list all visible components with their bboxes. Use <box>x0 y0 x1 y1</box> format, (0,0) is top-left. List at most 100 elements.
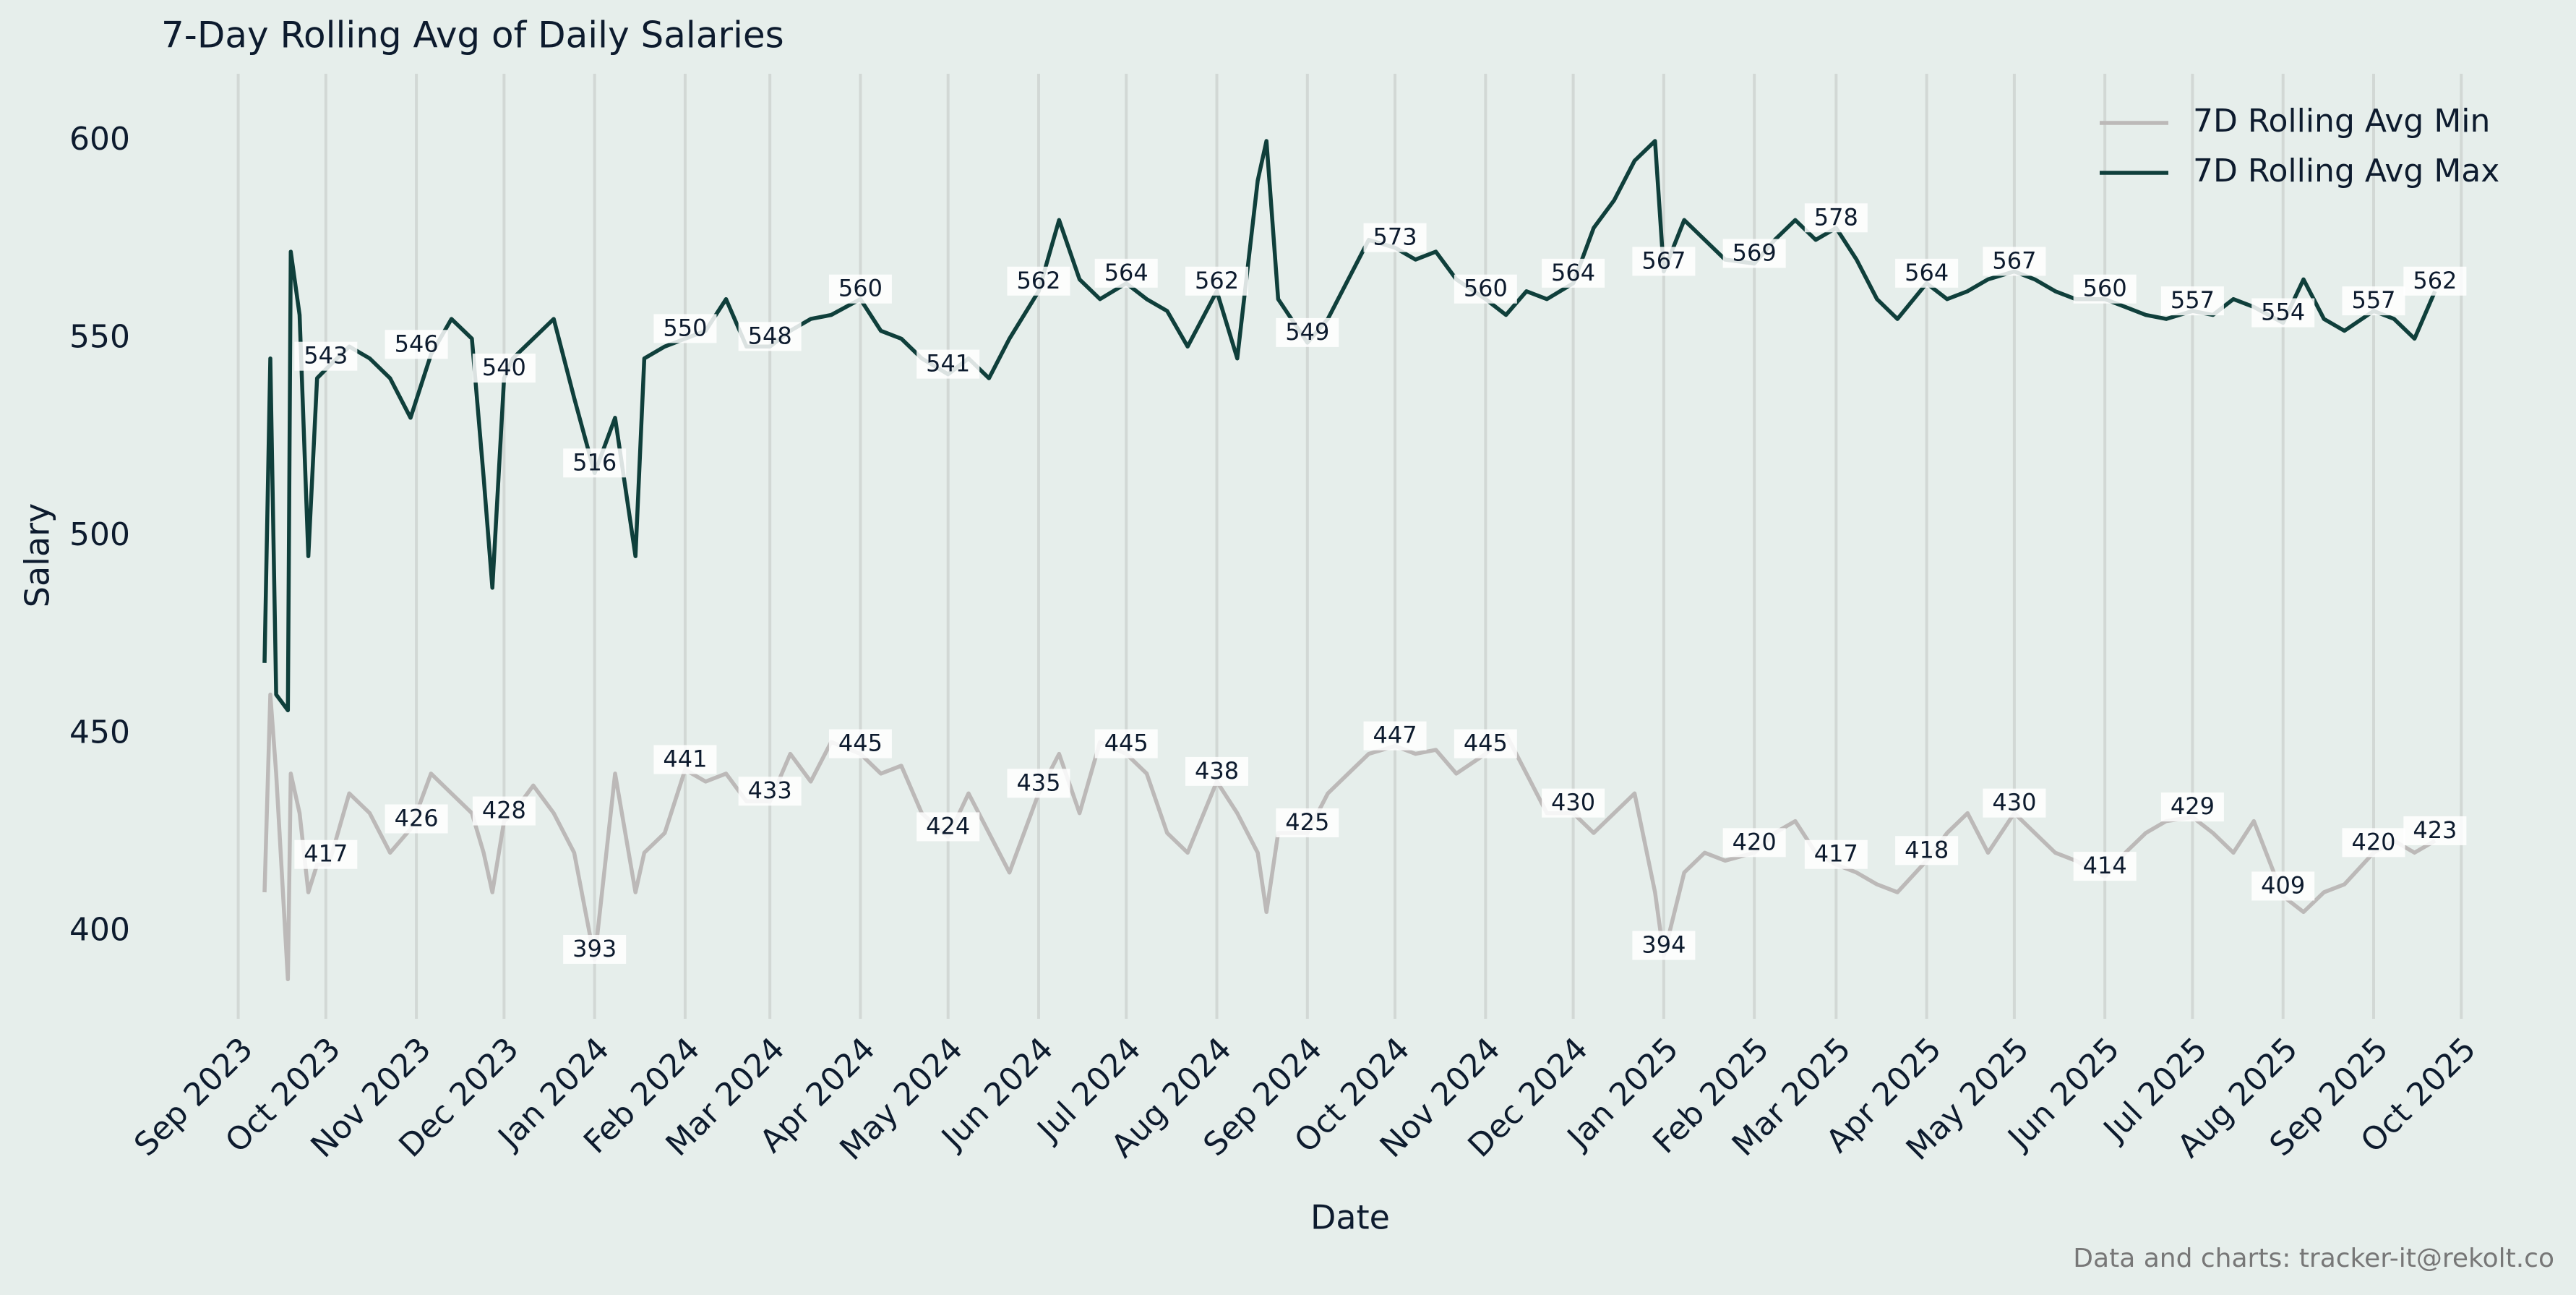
legend-label: 7D Rolling Avg Max <box>2193 153 2499 189</box>
y-tick-label: 400 <box>69 912 130 949</box>
label-box <box>1185 266 1249 296</box>
data-label: 567 <box>1992 247 2036 274</box>
data-label: 564 <box>1905 259 1949 286</box>
data-label: 550 <box>663 314 707 341</box>
data-label: 445 <box>1464 730 1508 757</box>
data-label: 445 <box>838 730 883 757</box>
label-box <box>563 934 627 964</box>
label-box <box>563 448 627 478</box>
x-axis-label: Date <box>1310 1198 1390 1237</box>
data-label: 433 <box>748 777 792 804</box>
data-label: 417 <box>1814 840 1858 868</box>
data-label: 420 <box>2351 828 2395 855</box>
data-label: 394 <box>1641 931 1686 959</box>
label-box <box>653 314 717 343</box>
data-label: 441 <box>663 745 707 772</box>
label-box <box>1363 721 1427 751</box>
label-box <box>1895 836 1959 866</box>
label-box <box>2073 852 2137 881</box>
data-label: 420 <box>1733 828 1777 855</box>
data-label: 423 <box>2413 816 2457 844</box>
label-box <box>1722 239 1786 268</box>
label-box <box>1007 266 1070 296</box>
label-box <box>472 354 536 383</box>
y-axis-label: Salary <box>18 503 57 608</box>
label-box <box>1895 258 1959 288</box>
data-label: 564 <box>1104 259 1149 286</box>
label-box <box>1185 756 1249 786</box>
label-box <box>738 777 802 806</box>
data-label: 445 <box>1104 730 1149 757</box>
data-label: 562 <box>1016 267 1060 294</box>
label-box <box>1632 931 1696 960</box>
data-label: 418 <box>1905 836 1949 863</box>
y-tick-label: 600 <box>69 121 130 158</box>
y-tick-label: 550 <box>69 318 130 355</box>
label-box <box>2403 816 2467 845</box>
label-box <box>2342 286 2405 316</box>
data-label: 435 <box>1016 769 1060 796</box>
label-box <box>472 796 536 826</box>
data-label: 543 <box>304 342 348 369</box>
label-box <box>828 274 892 304</box>
label-box <box>1542 788 1605 818</box>
data-label: 430 <box>1992 789 2036 816</box>
data-label: 557 <box>2171 286 2215 314</box>
data-label: 447 <box>1373 722 1417 749</box>
data-label: 409 <box>2261 871 2305 899</box>
data-label: 428 <box>482 797 526 824</box>
label-box <box>653 745 717 774</box>
label-box <box>738 322 802 351</box>
data-label: 548 <box>748 322 792 349</box>
label-box <box>385 330 448 359</box>
label-box <box>916 349 980 379</box>
label-box <box>2251 298 2315 328</box>
data-label: 424 <box>926 812 970 839</box>
label-box <box>1632 247 1696 276</box>
data-label: 578 <box>1814 203 1858 231</box>
data-label: 430 <box>1551 789 1595 816</box>
label-box <box>2073 274 2137 304</box>
data-label: 560 <box>838 275 883 302</box>
legend-label: 7D Rolling Avg Min <box>2193 103 2490 140</box>
data-label: 560 <box>1464 275 1508 302</box>
data-label: 417 <box>304 840 348 868</box>
label-box <box>828 729 892 758</box>
label-box <box>1804 839 1868 869</box>
data-label: 540 <box>482 354 526 381</box>
data-label: 549 <box>1285 318 1329 346</box>
data-label: 557 <box>2351 286 2395 314</box>
data-label: 429 <box>2171 792 2215 820</box>
footer: Data and charts: tracker-it@rekolt.co <box>2073 1244 2554 1273</box>
data-label: 425 <box>1285 808 1329 836</box>
y-tick-label: 450 <box>69 714 130 751</box>
label-box <box>1276 808 1339 837</box>
label-box <box>1722 828 1786 858</box>
label-box <box>2160 286 2224 316</box>
data-label: 546 <box>395 330 439 357</box>
label-box <box>1363 223 1427 252</box>
label-box <box>2160 792 2224 822</box>
label-box <box>385 804 448 834</box>
data-label: 438 <box>1195 757 1239 785</box>
data-label: 560 <box>2083 275 2127 302</box>
label-box <box>1454 274 1517 304</box>
data-label: 554 <box>2261 299 2305 326</box>
label-box <box>1804 203 1868 233</box>
label-box <box>1983 247 2046 276</box>
label-box <box>1542 258 1605 288</box>
label-box <box>916 812 980 842</box>
data-label: 541 <box>926 350 970 377</box>
chart-title: 7-Day Rolling Avg of Daily Salaries <box>161 14 784 56</box>
label-box <box>1276 317 1339 347</box>
label-box <box>1454 729 1517 758</box>
label-box <box>2403 266 2467 296</box>
label-box <box>2342 828 2405 858</box>
label-box <box>294 839 358 869</box>
data-label: 569 <box>1733 239 1777 266</box>
data-label: 573 <box>1373 223 1417 251</box>
label-box <box>1094 258 1158 288</box>
